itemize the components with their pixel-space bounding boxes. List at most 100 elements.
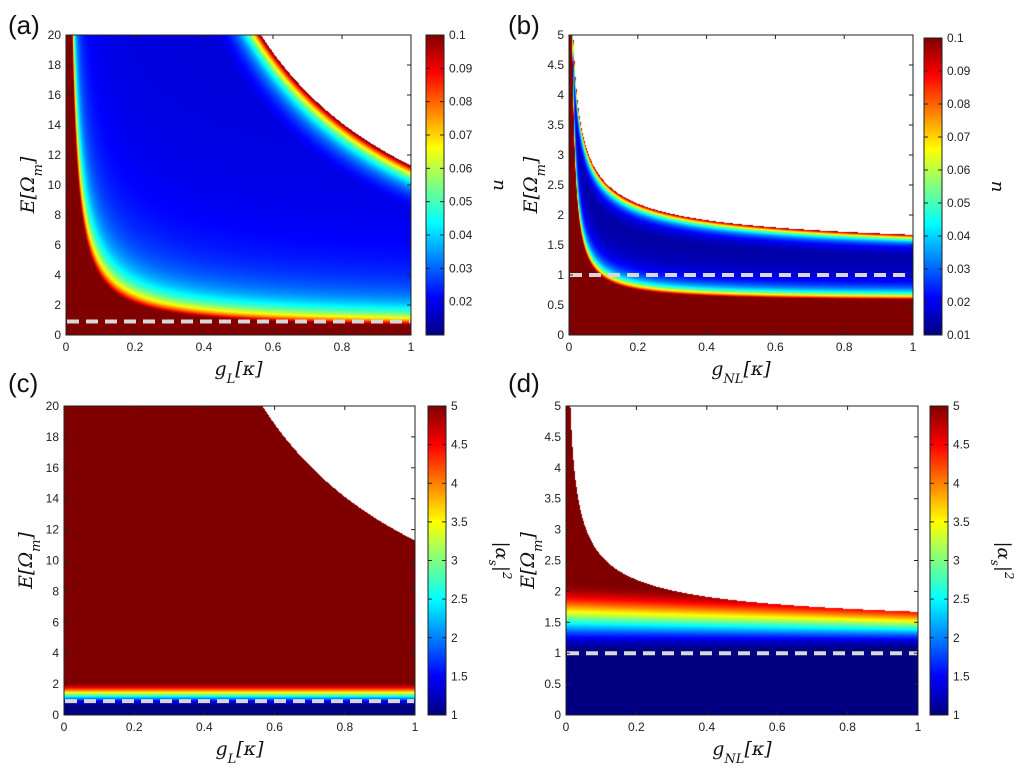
y-axis-label: E[Ωm] (17, 156, 46, 214)
colorbar-tick-label: 0.08 (947, 97, 971, 111)
y-tick-label: 0 (557, 328, 564, 342)
colorbar-tick-label: 3 (451, 554, 458, 568)
y-tick-label: 2 (52, 677, 59, 691)
y-tick-label: 1 (554, 646, 561, 660)
y-tick-label: 12 (48, 148, 62, 162)
colorbar-tick-label: 5 (451, 399, 458, 413)
x-tick-label: 0.8 (839, 720, 856, 734)
colorbar-tick-label: 1 (953, 708, 960, 722)
colorbar-tick-label: 4.5 (953, 438, 970, 452)
colorbar-tick-label: 0.08 (449, 95, 473, 109)
y-tick-label: 0 (554, 708, 561, 722)
colorbar-label: |αs|2 (486, 541, 514, 579)
heatmap-image (66, 35, 411, 335)
colorbar-tick-label: 0.09 (947, 64, 971, 78)
colorbar-tick-label: 0.06 (449, 161, 473, 175)
colorbar-tick-label: 1.5 (953, 669, 970, 683)
x-tick-label: 0.2 (628, 720, 645, 734)
y-tick-label: 0 (52, 708, 59, 722)
x-tick-label: 0 (563, 720, 570, 734)
colorbar-tick-label: 0.06 (947, 163, 971, 177)
y-tick-label: 4 (554, 461, 561, 475)
y-tick-label: 1.5 (544, 615, 561, 629)
panel-label: (c) (8, 368, 38, 398)
y-tick-label: 2.5 (544, 554, 561, 568)
heatmap-image (566, 406, 918, 715)
y-tick-label: 0.5 (547, 298, 564, 312)
colorbar-gradient (426, 35, 444, 335)
colorbar-tick-label: 2 (451, 631, 458, 645)
x-tick-label: 0 (566, 340, 573, 354)
y-tick-label: 2 (554, 584, 561, 598)
panel-label: (b) (508, 10, 540, 40)
colorbar-tick-label: 5 (953, 399, 960, 413)
x-tick-label: 0.6 (266, 720, 283, 734)
x-tick-label: 1 (408, 340, 415, 354)
y-tick-label: 20 (48, 28, 62, 42)
y-tick-label: 16 (48, 88, 62, 102)
y-tick-label: 6 (52, 615, 59, 629)
y-tick-label: 18 (48, 58, 62, 72)
colorbar-tick-label: 0.05 (449, 195, 473, 209)
colorbar-gradient (924, 38, 942, 335)
y-tick-label: 8 (52, 584, 59, 598)
x-tick-label: 0 (63, 340, 70, 354)
y-axis-label: E[Ωm] (15, 532, 44, 590)
x-tick-label: 1 (910, 340, 917, 354)
y-tick-label: 2.5 (547, 178, 564, 192)
colorbar-frame (923, 37, 943, 336)
x-tick-label: 0.4 (698, 720, 715, 734)
colorbar-tick-label: 2 (953, 631, 960, 645)
x-tick-label: 0.4 (698, 340, 715, 354)
x-axis-label: gNL[κ] (712, 738, 772, 767)
colorbar-gradient (428, 406, 446, 715)
colorbar-tick-label: 0.1 (947, 31, 964, 45)
colorbar-tick-label: 0.05 (947, 196, 971, 210)
colorbar-tick-label: 0.07 (449, 128, 473, 142)
colorbar-tick-label: 0.01 (947, 328, 971, 342)
colorbar-tick-label: 3.5 (451, 515, 468, 529)
colorbar-tick-label: 3 (953, 554, 960, 568)
x-tick-label: 0 (61, 720, 68, 734)
y-tick-label: 3 (557, 148, 564, 162)
colorbar-tick-label: 0.03 (449, 261, 473, 275)
y-tick-label: 3 (554, 523, 561, 537)
y-tick-label: 4 (54, 268, 61, 282)
y-tick-label: 18 (46, 430, 60, 444)
colorbar-tick-label: 0.02 (947, 295, 971, 309)
y-tick-label: 14 (46, 492, 60, 506)
x-tick-label: 0.8 (836, 340, 853, 354)
y-tick-label: 1.5 (547, 238, 564, 252)
x-tick-label: 0.6 (767, 340, 784, 354)
colorbar-tick-label: 3.5 (953, 515, 970, 529)
y-tick-label: 16 (46, 461, 60, 475)
y-tick-label: 3.5 (547, 118, 564, 132)
heatmap-image (64, 406, 415, 715)
y-tick-label: 4.5 (547, 58, 564, 72)
panel-1: (a)0 0.2 0.4 0.6 0.8 102468101214161820gL[κ]E… (8, 10, 510, 387)
y-tick-label: 2 (54, 298, 61, 312)
y-tick-label: 4.5 (544, 430, 561, 444)
y-tick-label: 2 (557, 208, 564, 222)
y-tick-label: 6 (54, 238, 61, 252)
colorbar-tick-label: 0.04 (947, 229, 971, 243)
colorbar-tick-label: 2.5 (953, 592, 970, 606)
x-tick-label: 0.8 (336, 720, 353, 734)
panel-label: (a) (8, 10, 40, 40)
y-tick-label: 12 (46, 523, 60, 537)
y-tick-label: 10 (48, 178, 62, 192)
y-tick-label: 4 (557, 88, 564, 102)
heatmap-image (569, 35, 913, 335)
y-tick-label: 1 (557, 268, 564, 282)
colorbar-frame (425, 34, 445, 336)
x-tick-label: 0.6 (769, 720, 786, 734)
x-tick-label: 1 (915, 720, 922, 734)
y-tick-label: 20 (46, 399, 60, 413)
panel-2: (b) 0 0.2 0.4 0.6 0.8 1 0 0.5 1 1.5 2 2.5 3 3.5 4 4.5 5 gN… (508, 10, 1008, 387)
y-tick-label: 10 (46, 554, 60, 568)
x-tick-label: 1 (412, 720, 419, 734)
x-tick-label: 0.2 (629, 340, 646, 354)
x-axis-label: gL[κ] (214, 358, 263, 387)
colorbar-tick-label: 0.09 (449, 61, 473, 75)
